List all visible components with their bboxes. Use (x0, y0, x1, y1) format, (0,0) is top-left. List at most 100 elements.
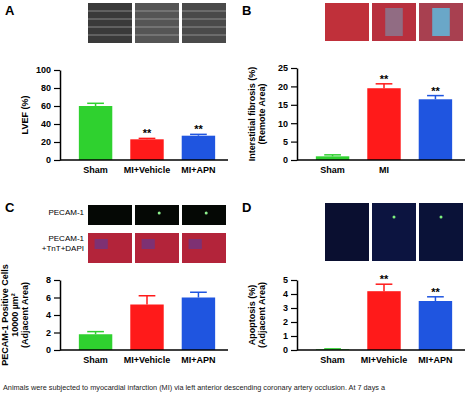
tick: 40 (41, 119, 60, 129)
tick: MI (379, 165, 389, 175)
tick: MI+Vehicle (124, 165, 170, 175)
tick-mark (54, 350, 60, 351)
image-detail (182, 27, 226, 28)
micrographs (325, 203, 463, 261)
image-detail (182, 35, 226, 36)
image-detail (135, 11, 179, 12)
tick-mark (291, 322, 297, 323)
plot-area (316, 84, 452, 160)
image (419, 203, 463, 261)
micrographs (88, 205, 226, 263)
panel-letter: B (242, 3, 251, 18)
image-detail (385, 8, 403, 36)
significance: ** (431, 85, 440, 97)
caption: Animals were subjected to myocardial inf… (3, 383, 386, 392)
tick: Sham (83, 355, 108, 365)
x-axis: ShamMI+VehicleMI+APN (60, 350, 228, 365)
image (325, 203, 369, 261)
axis-title: LVEF (%) (20, 96, 30, 135)
tick-mark (291, 280, 297, 281)
tick-label: Sham (320, 165, 345, 175)
tick-label: MI+APN (418, 355, 452, 365)
tick: Sham (320, 355, 345, 365)
tick: MI+APN (418, 355, 452, 365)
tick: 0 (46, 345, 60, 355)
bar (419, 301, 452, 350)
error-cap (190, 292, 207, 294)
image (325, 3, 369, 41)
error-cap (324, 154, 341, 156)
bar (130, 305, 163, 351)
panel-letter: C (5, 200, 15, 215)
tick: 8 (46, 275, 60, 285)
image (372, 203, 416, 261)
bar (130, 139, 163, 160)
image-detail (135, 27, 179, 28)
image-detail (182, 11, 226, 12)
tick: 2 (283, 317, 297, 327)
image (372, 3, 416, 41)
panel: B****0510152025ShamMIInterstitial fibros… (242, 3, 465, 175)
bar (79, 334, 112, 350)
image-detail (158, 212, 161, 215)
image (88, 233, 132, 263)
plot-area (79, 292, 215, 350)
bar (419, 99, 452, 160)
x-axis: Sham MI+Vehicle MI+APN (60, 160, 228, 175)
tick: 5 (283, 137, 297, 147)
image (182, 3, 226, 43)
panel-letter: A (5, 3, 15, 18)
image-detail (142, 239, 155, 249)
tick: 4 (283, 289, 297, 299)
tick: 5 (283, 275, 297, 285)
axis-title: (Remote Area) (257, 83, 267, 144)
tick-mark (291, 160, 297, 161)
image (135, 233, 179, 263)
tick: Sham (320, 165, 345, 175)
tick-label: 15 (278, 100, 288, 110)
image-label: PECAM-1 (48, 234, 84, 243)
tick-label: 6 (46, 293, 51, 303)
tick: 15 (278, 100, 297, 110)
tick: Sham (83, 165, 108, 175)
tick-label: MI+APN (181, 355, 215, 365)
tick: 2 (46, 328, 60, 338)
axis-line (60, 71, 62, 161)
bar (182, 136, 215, 160)
tick-mark (54, 297, 60, 298)
image-detail (189, 239, 202, 249)
tick: 0 (46, 155, 60, 165)
tick-mark (291, 336, 297, 337)
tick: 60 (41, 101, 60, 111)
micrographs (88, 3, 226, 43)
bar (367, 291, 400, 350)
plot-area (316, 284, 452, 350)
tick-label: Sham (320, 355, 345, 365)
significance: ** (380, 73, 389, 85)
tick-mark (54, 70, 60, 71)
tick-label: MI (379, 165, 389, 175)
significance: ** (431, 286, 440, 298)
tick-label: 60 (41, 101, 51, 111)
axis-title: (Adjacent Area) (257, 282, 267, 348)
significance: ** (380, 273, 389, 285)
image-detail (135, 19, 179, 20)
axis-title: (Adjacent Area) (20, 282, 30, 348)
tick-label: MI+Vehicle (124, 165, 170, 175)
tick-label: 4 (46, 310, 51, 320)
tick: 3 (283, 303, 297, 313)
tick-label: 0 (283, 155, 288, 165)
tick-label: 4 (283, 289, 288, 299)
tick-mark (54, 315, 60, 316)
axis-line (297, 159, 465, 161)
tick: 80 (41, 83, 60, 93)
image (135, 3, 179, 43)
error-cap (87, 331, 104, 333)
tick-label: 0 (46, 345, 51, 355)
tick-label: MI+APN (181, 165, 215, 175)
error-whisker (146, 296, 148, 305)
tick-mark (291, 350, 297, 351)
tick-mark (54, 142, 60, 143)
error-bar (87, 332, 104, 335)
tick: 6 (46, 293, 60, 303)
